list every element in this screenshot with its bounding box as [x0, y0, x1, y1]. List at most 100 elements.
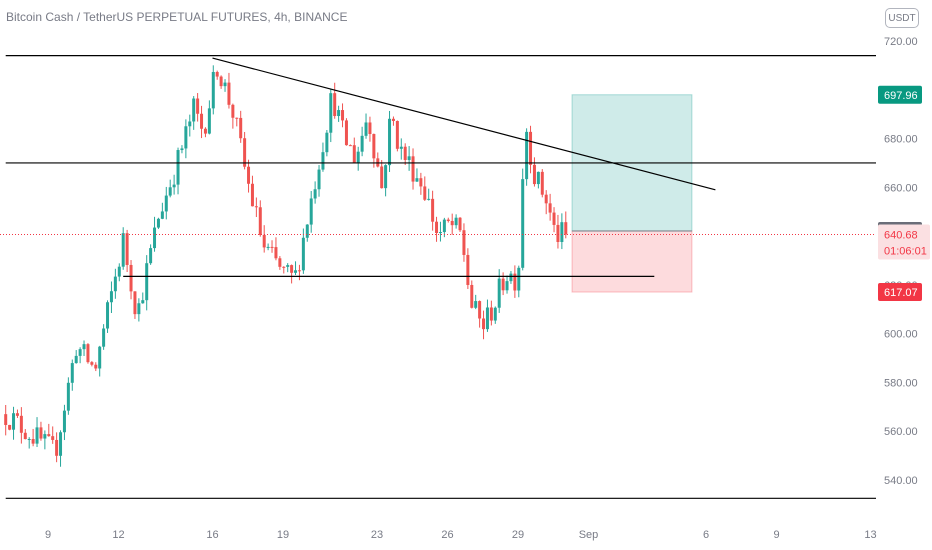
candle-body — [243, 138, 247, 167]
candle — [301, 228, 305, 274]
candle — [121, 227, 125, 270]
candle — [399, 138, 403, 160]
candle — [12, 406, 16, 440]
price-tag: 697.96 — [878, 85, 922, 104]
candle — [106, 300, 110, 333]
candle-body — [384, 165, 388, 189]
candle-body — [59, 432, 63, 456]
candle-body — [431, 198, 435, 222]
candle-body — [12, 413, 16, 430]
candle — [552, 207, 556, 233]
drawing-lines[interactable] — [0, 55, 876, 499]
candle-body — [505, 281, 509, 291]
candle-body — [438, 232, 442, 234]
currency-button[interactable]: USDT — [885, 8, 919, 28]
candle — [109, 281, 113, 314]
x-tick-label: 9 — [773, 529, 779, 541]
current-price-tag: 640.68 01:06:01 — [878, 224, 930, 260]
candle-body — [43, 434, 47, 439]
candle — [23, 429, 27, 440]
candle-body — [372, 134, 376, 159]
candle-body — [513, 273, 517, 291]
loss-zone[interactable] — [571, 230, 693, 293]
y-tick-label: 680.00 — [884, 134, 918, 146]
candle-body — [540, 171, 544, 195]
candle — [509, 271, 513, 284]
x-tick-label: 9 — [45, 529, 51, 541]
candle-body — [113, 276, 117, 292]
candle — [247, 159, 251, 193]
candle — [438, 221, 442, 242]
candle — [517, 265, 521, 298]
candle-body — [200, 113, 204, 129]
candle — [360, 126, 364, 157]
candle — [282, 266, 286, 274]
candle — [43, 430, 47, 450]
candle-body — [23, 432, 27, 440]
candle-body — [407, 156, 411, 160]
candle-body — [501, 278, 505, 291]
candle-body — [388, 118, 392, 166]
candle — [239, 110, 243, 143]
candle-body — [66, 382, 70, 411]
candle — [450, 213, 454, 235]
candle-body — [305, 224, 309, 238]
candle — [31, 428, 35, 447]
candle — [59, 430, 63, 467]
candlestick-series — [4, 65, 568, 467]
candle-body — [156, 218, 160, 228]
candle-body — [290, 265, 294, 273]
candle — [227, 72, 231, 109]
chart-title: Bitcoin Cash / TetherUS PERPETUAL FUTURE… — [6, 10, 348, 24]
candle — [78, 347, 82, 364]
candle — [47, 423, 51, 437]
candle — [274, 237, 278, 261]
candle-body — [391, 118, 395, 121]
candle — [145, 255, 149, 311]
candle-body — [329, 93, 333, 133]
candle — [200, 105, 204, 139]
candle-body — [497, 278, 501, 308]
candle — [348, 144, 352, 147]
x-tick-label: 23 — [371, 529, 383, 541]
long-position-tool[interactable] — [571, 94, 693, 293]
candle-body — [39, 427, 43, 439]
candle-body — [153, 227, 157, 249]
candle — [223, 79, 227, 92]
time-axis[interactable]: 9 12 16 19 23 26 29 Sep 6 9 13 — [45, 529, 877, 541]
candle-body — [247, 166, 251, 184]
candle-body — [478, 301, 482, 319]
candle-body — [129, 264, 133, 292]
candle — [482, 310, 486, 340]
candle — [184, 119, 188, 159]
price-tag-bg — [878, 85, 922, 104]
y-tick-label: 540.00 — [884, 475, 918, 487]
x-tick-label: 19 — [277, 529, 289, 541]
candle — [384, 164, 388, 197]
candle-body — [470, 284, 474, 308]
x-tick-label: 6 — [703, 529, 709, 541]
candle-body — [423, 186, 427, 200]
trend-line[interactable] — [212, 57, 716, 191]
candle-body — [239, 117, 243, 139]
candle — [478, 300, 482, 328]
candle — [278, 256, 282, 270]
candle-body — [117, 266, 121, 277]
candle-body — [102, 328, 106, 347]
candle — [419, 172, 423, 195]
candle-body — [231, 104, 235, 118]
candle — [493, 306, 497, 324]
candle — [442, 217, 446, 238]
candle-body — [203, 128, 207, 134]
candle-body — [525, 131, 529, 180]
candle-body — [489, 307, 493, 321]
candle-body — [278, 258, 282, 267]
candle — [211, 65, 215, 115]
candle — [153, 216, 157, 252]
candle-body — [556, 224, 560, 242]
candle — [462, 223, 466, 262]
candle — [98, 345, 102, 377]
candle — [266, 243, 270, 251]
candle — [431, 190, 435, 231]
